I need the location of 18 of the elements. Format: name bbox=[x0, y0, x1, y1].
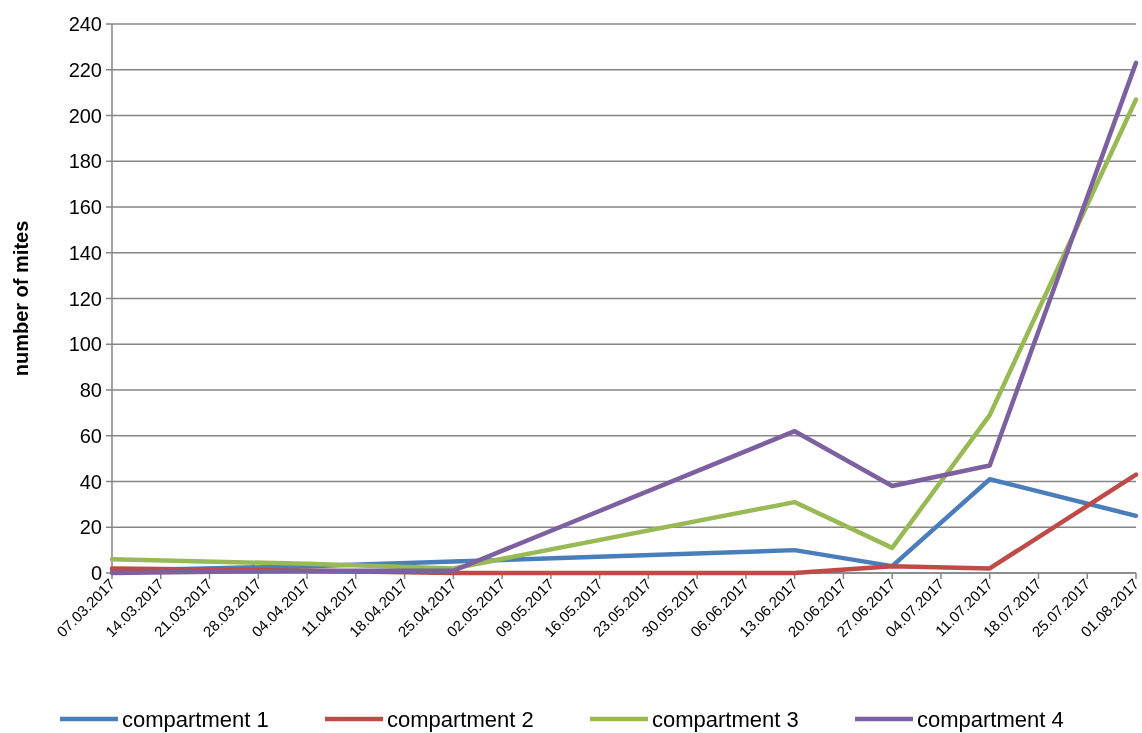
y-tick-label: 60 bbox=[79, 424, 102, 447]
y-tick-label: 160 bbox=[68, 196, 102, 218]
legend-label: compartment 1 bbox=[122, 706, 269, 732]
y-tick-label: 180 bbox=[68, 150, 102, 173]
y-tick-label: 120 bbox=[68, 287, 102, 310]
y-tick-label: 80 bbox=[79, 379, 102, 401]
y-tick-label: 240 bbox=[68, 13, 102, 35]
legend-label: compartment 2 bbox=[387, 706, 534, 732]
y-tick-label: 220 bbox=[68, 58, 102, 81]
y-tick-label: 20 bbox=[79, 516, 102, 539]
y-tick-label: 40 bbox=[79, 470, 102, 493]
legend-label: compartment 3 bbox=[652, 706, 799, 732]
y-tick-label: 200 bbox=[68, 104, 102, 127]
legend-label: compartment 4 bbox=[917, 706, 1064, 732]
y-axis-title: number of mites bbox=[10, 220, 32, 377]
y-tick-label: 140 bbox=[68, 241, 102, 264]
y-tick-label: 100 bbox=[68, 333, 102, 356]
y-tick-label: 0 bbox=[90, 562, 102, 584]
